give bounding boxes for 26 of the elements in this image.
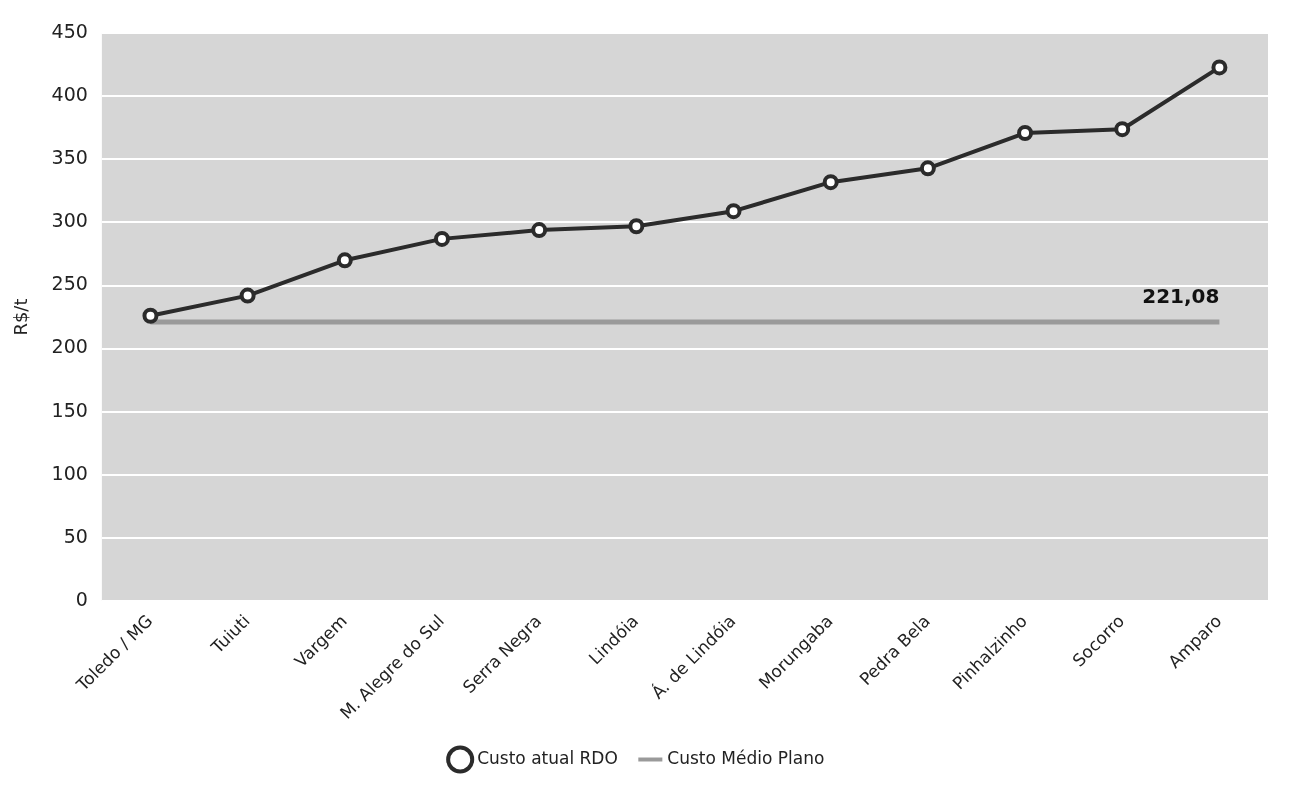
y-tick-label: 300 bbox=[51, 209, 88, 232]
legend-label: Custo atual RDO bbox=[477, 747, 618, 768]
y-tick-label: 350 bbox=[51, 146, 88, 169]
y-tick-label: 100 bbox=[51, 461, 88, 484]
y-tick-label: 50 bbox=[63, 524, 88, 547]
point bbox=[1017, 124, 1034, 141]
y-tick-label: 150 bbox=[51, 398, 88, 421]
point bbox=[336, 252, 353, 269]
point bbox=[1114, 121, 1131, 138]
y-tick-label: 250 bbox=[51, 272, 88, 295]
y-axis-title: R$/t bbox=[10, 298, 32, 336]
point bbox=[239, 287, 256, 304]
point bbox=[531, 222, 548, 239]
y-tick-label: 400 bbox=[51, 83, 88, 106]
data-label: 221,08 bbox=[1142, 284, 1220, 309]
point bbox=[433, 230, 450, 247]
point bbox=[822, 174, 839, 191]
point bbox=[628, 218, 645, 235]
point bbox=[1211, 59, 1228, 76]
y-tick-label: 0 bbox=[75, 587, 88, 610]
point bbox=[725, 203, 742, 220]
point bbox=[919, 160, 936, 177]
y-tick-label: 200 bbox=[51, 335, 88, 358]
y-tick-label: 450 bbox=[51, 20, 88, 43]
legend-label: Custo Médio Plano bbox=[667, 747, 825, 768]
point bbox=[142, 307, 159, 324]
